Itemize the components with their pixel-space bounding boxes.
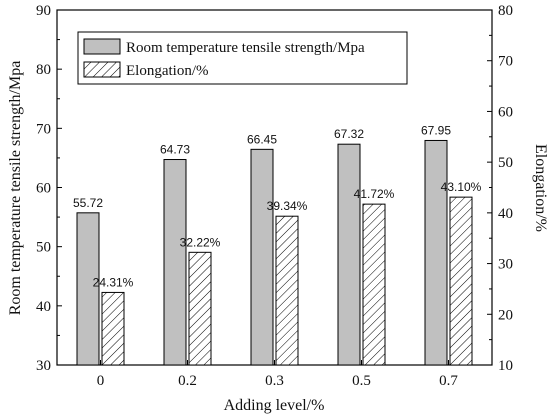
right-tick-label: 70 [498, 54, 513, 70]
bar-elongation [188, 251, 212, 366]
bar-label-strength: 64.73 [160, 143, 190, 157]
left-tick-label: 90 [36, 3, 51, 19]
bar-strength [337, 143, 361, 366]
bar-label-elongation: 41.72% [354, 187, 395, 201]
bar-label-elongation: 32.22% [180, 235, 221, 249]
left-tick-label: 60 [36, 181, 51, 197]
bar-strength [424, 139, 448, 366]
bar-elongation [362, 203, 386, 366]
bar-label-elongation: 43.10% [441, 180, 482, 194]
bar-elongation [449, 196, 473, 366]
x-tick-label: 0.5 [352, 373, 371, 389]
left-tick-label: 80 [36, 62, 51, 78]
left-tick-label: 50 [36, 240, 51, 256]
bar-label-strength: 67.32 [334, 127, 364, 141]
legend: Room temperature tensile strength/Mpa El… [77, 31, 408, 85]
left-tick-label: 40 [36, 299, 51, 315]
bar-strength [250, 148, 274, 366]
bar-label-strength: 55.72 [73, 196, 103, 210]
right-tick-label: 50 [498, 155, 513, 171]
bar-labels-group: 55.72 24.31% 64.73 32.22% 66.45 39.34% 67.32 41… [73, 123, 482, 289]
left-tick-label: 70 [36, 121, 51, 137]
bar-elongation [275, 215, 299, 366]
bar-strength [163, 159, 187, 366]
left-axis-ticks: 30 40 50 60 70 80 90 [36, 3, 62, 374]
bar-label-strength: 66.45 [247, 132, 277, 146]
right-tick-label: 80 [498, 3, 513, 19]
left-axis-title: Room temperature tensile strength/Mpa [7, 61, 24, 316]
bar-label-elongation: 39.34% [267, 199, 308, 213]
legend-swatch-strength [83, 38, 121, 55]
bars-group [76, 139, 473, 366]
x-tick-label: 0.2 [178, 373, 197, 389]
legend-label-elongation: Elongation/% [126, 63, 209, 79]
bar-strength [76, 212, 100, 366]
x-tick-label: 0.7 [439, 373, 458, 389]
right-tick-label: 10 [498, 358, 513, 374]
legend-label-strength: Room temperature tensile strength/Mpa [126, 40, 365, 56]
right-tick-label: 30 [498, 257, 513, 273]
right-tick-label: 60 [498, 104, 513, 120]
x-axis-ticks: 0 0.2 0.3 0.5 0.7 [97, 360, 458, 389]
right-tick-label: 40 [498, 206, 513, 222]
right-axis-ticks: 10 20 30 40 50 60 70 80 [487, 3, 513, 374]
legend-box [77, 31, 408, 85]
bar-label-strength: 67.95 [421, 123, 451, 137]
left-tick-label: 30 [36, 358, 51, 374]
x-tick-label: 0 [97, 373, 105, 389]
right-tick-label: 20 [498, 307, 513, 323]
bar-label-elongation: 24.31% [93, 275, 134, 289]
x-tick-label: 0.3 [265, 373, 284, 389]
x-axis-title: Adding level/% [224, 397, 325, 414]
bar-elongation [101, 291, 125, 366]
right-axis-title: Elongation/% [532, 144, 549, 232]
legend-swatch-elongation [83, 61, 121, 78]
